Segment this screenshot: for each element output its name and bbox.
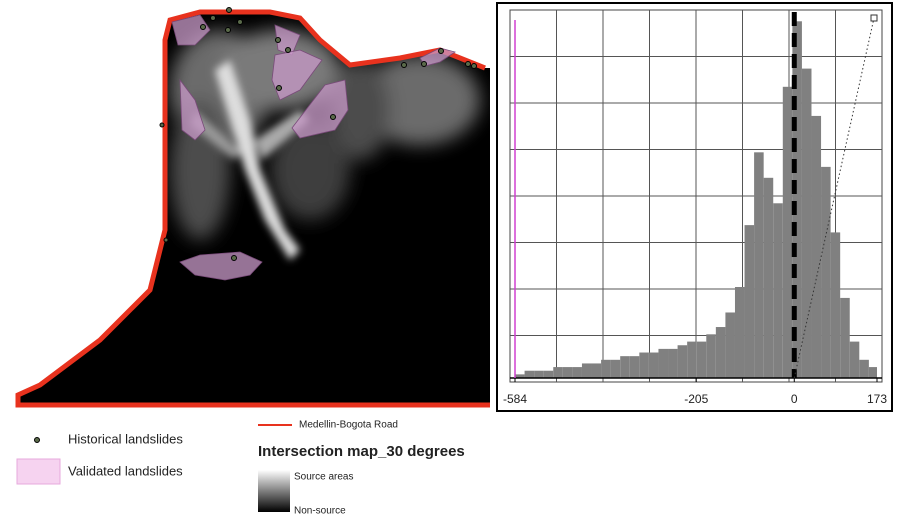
x-tick-label: -205	[684, 392, 708, 406]
bar	[544, 371, 554, 378]
bar	[802, 69, 812, 378]
bar	[831, 232, 841, 378]
bar	[821, 167, 831, 378]
bar	[611, 360, 621, 378]
bar	[735, 287, 745, 378]
bar	[601, 360, 611, 378]
map-title: Intersection map_30 degrees	[258, 443, 465, 460]
bar	[563, 367, 573, 378]
handle	[871, 15, 877, 21]
validated-symbol	[17, 459, 60, 484]
bar	[773, 203, 783, 378]
bar	[649, 353, 659, 378]
bar	[668, 349, 678, 378]
bar	[592, 363, 602, 378]
bar	[678, 345, 688, 378]
bar	[572, 367, 582, 378]
bar	[639, 353, 649, 378]
bar	[630, 356, 640, 378]
bar	[534, 371, 544, 378]
bar	[811, 116, 821, 378]
legend-label: Source areas	[294, 472, 353, 483]
bar	[553, 367, 563, 378]
bar	[725, 312, 735, 378]
bar	[716, 327, 726, 378]
bar	[859, 360, 869, 378]
figure: Historical landslides Validated landslid…	[0, 0, 897, 519]
bar	[697, 342, 707, 378]
x-tick-label: 0	[791, 392, 798, 406]
bar	[869, 367, 877, 378]
bar	[658, 349, 668, 378]
legend-label: Validated landslides	[68, 463, 183, 478]
historical-symbol	[35, 438, 40, 443]
map-legend: Historical landslides Validated landslid…	[17, 420, 465, 517]
bar	[687, 342, 697, 378]
x-tick-label: -584	[503, 392, 527, 406]
bar	[792, 21, 802, 378]
bar	[706, 334, 716, 378]
bar	[754, 152, 764, 378]
page: {"chart_data": {"type": "histogram", "bi…	[0, 0, 897, 519]
gradient-bar	[258, 470, 290, 512]
map	[0, 0, 490, 410]
bar	[764, 178, 774, 378]
legend-label: Non-source	[294, 506, 346, 517]
bar	[840, 298, 850, 378]
legend-label: Medellin-Bogota Road	[299, 420, 398, 431]
bar	[582, 363, 592, 378]
bar	[783, 87, 793, 378]
x-tick-label: 173	[867, 392, 887, 406]
legend-label: Historical landslides	[68, 431, 183, 446]
bar	[850, 342, 860, 378]
bar	[745, 225, 755, 378]
bar	[620, 356, 630, 378]
bar	[525, 371, 535, 378]
